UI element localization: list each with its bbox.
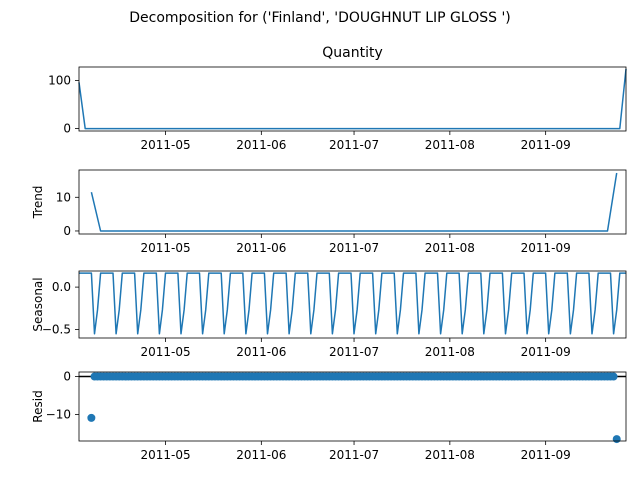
x-tick-label: 2011-07 — [329, 345, 379, 359]
y-tick-label: 0 — [63, 370, 71, 384]
x-tick-label: 2011-09 — [521, 345, 571, 359]
series-line — [79, 272, 626, 335]
panel-3: Seasonal 0.0 −0.5 2011-05 2011-06 2011-07 2011… — [31, 270, 627, 359]
panel-4: Resid 0 −10 2011-05 2011-06 2011-07 2011-08 201… — [31, 370, 627, 462]
series-line — [90, 172, 618, 232]
y-tick-label: 0.0 — [52, 280, 71, 294]
axes-frame — [78, 66, 627, 132]
x-tick-label: 2011-05 — [140, 138, 190, 152]
axes-frame — [78, 371, 627, 442]
x-tick-label: 2011-08 — [425, 241, 475, 255]
panel-2: Trend 0 10 2011-05 2011-06 2011-07 2011-08 2011… — [31, 169, 627, 255]
panel-1: Quantity 0 100 2011-05 2011-06 2011-07 2011-08… — [48, 45, 627, 152]
resid-point — [87, 413, 96, 422]
x-tick-label: 2011-05 — [140, 241, 190, 255]
series-line — [78, 68, 627, 130]
x-tick-label: 2011-05 — [140, 448, 190, 462]
x-tick-label: 2011-08 — [425, 138, 475, 152]
y-tick-label: 100 — [48, 73, 71, 87]
x-tick-label: 2011-06 — [236, 138, 286, 152]
y-axis-label: Trend — [31, 186, 45, 220]
axes-frame — [78, 169, 627, 235]
x-tick-label: 2011-06 — [236, 241, 286, 255]
x-tick-label: 2011-06 — [236, 448, 286, 462]
axes-frame — [78, 270, 627, 339]
y-tick-label: 10 — [56, 190, 71, 204]
y-tick-label: −0.5 — [42, 323, 71, 337]
y-tick-label: 0 — [63, 224, 71, 238]
resid-point — [609, 372, 618, 381]
x-tick-label: 2011-08 — [425, 345, 475, 359]
y-axis-label: Resid — [31, 390, 45, 422]
x-tick-label: 2011-09 — [521, 138, 571, 152]
x-tick-label: 2011-05 — [140, 345, 190, 359]
x-tick-label: 2011-07 — [329, 448, 379, 462]
x-tick-label: 2011-07 — [329, 241, 379, 255]
resid-point — [612, 435, 621, 444]
y-axis-label: Seasonal — [31, 277, 45, 331]
panel-title: Quantity — [322, 45, 383, 61]
x-tick-label: 2011-09 — [521, 241, 571, 255]
y-tick-label: −10 — [46, 407, 71, 421]
figure-suptitle: Decomposition for ('Finland', 'DOUGHNUT … — [129, 10, 511, 26]
x-tick-label: 2011-09 — [521, 448, 571, 462]
x-tick-label: 2011-07 — [329, 138, 379, 152]
x-tick-label: 2011-06 — [236, 345, 286, 359]
x-tick-label: 2011-08 — [425, 448, 475, 462]
y-tick-label: 0 — [63, 122, 71, 136]
